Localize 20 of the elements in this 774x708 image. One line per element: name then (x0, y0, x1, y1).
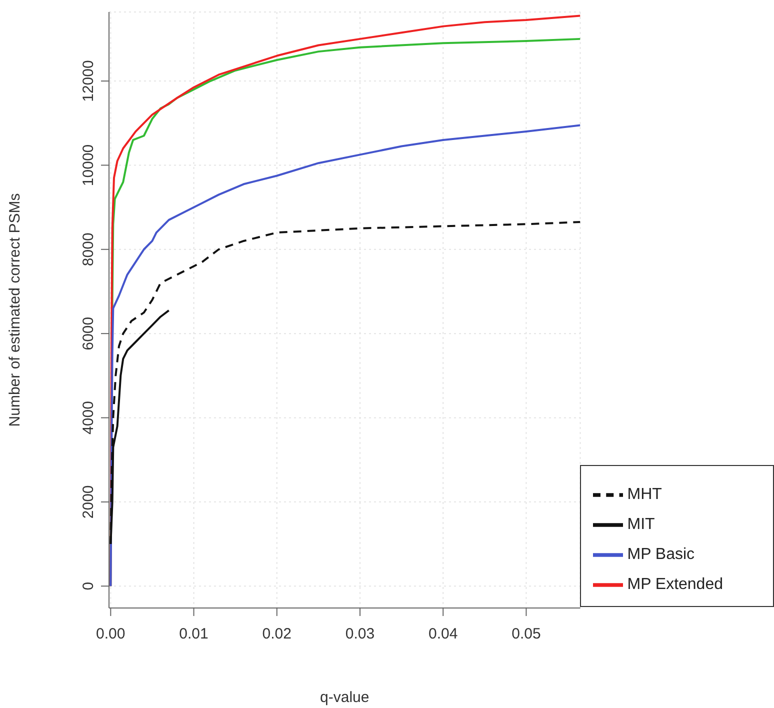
y-tick-label: 4000 (80, 401, 97, 434)
legend-label: MIT (627, 516, 655, 534)
legend-label: MP Basic (627, 546, 695, 564)
y-tick-label: 0 (80, 582, 97, 590)
line-series (110, 124, 580, 588)
y-tick-label: 12000 (80, 60, 97, 102)
x-tick-label: 0.05 (512, 626, 541, 643)
legend-label: MHT (627, 486, 662, 504)
y-tick-label: 6000 (80, 316, 97, 350)
y-tick-label: 8000 (80, 232, 97, 266)
x-axis-title: q-value (320, 689, 370, 706)
y-axis-title: Number of estimated correct PSMs (6, 193, 24, 427)
y-tick-label: 2000 (80, 485, 97, 519)
x-tick-label: 0.02 (262, 626, 292, 643)
legend-label: MP Extended (627, 576, 723, 594)
x-tick-label: 0.00 (96, 626, 126, 643)
y-tick-label: 10000 (80, 144, 97, 186)
x-tick-label: 0.03 (345, 626, 375, 643)
x-tick-label: 0.04 (428, 626, 458, 643)
x-tick-label: 0.01 (179, 626, 208, 643)
